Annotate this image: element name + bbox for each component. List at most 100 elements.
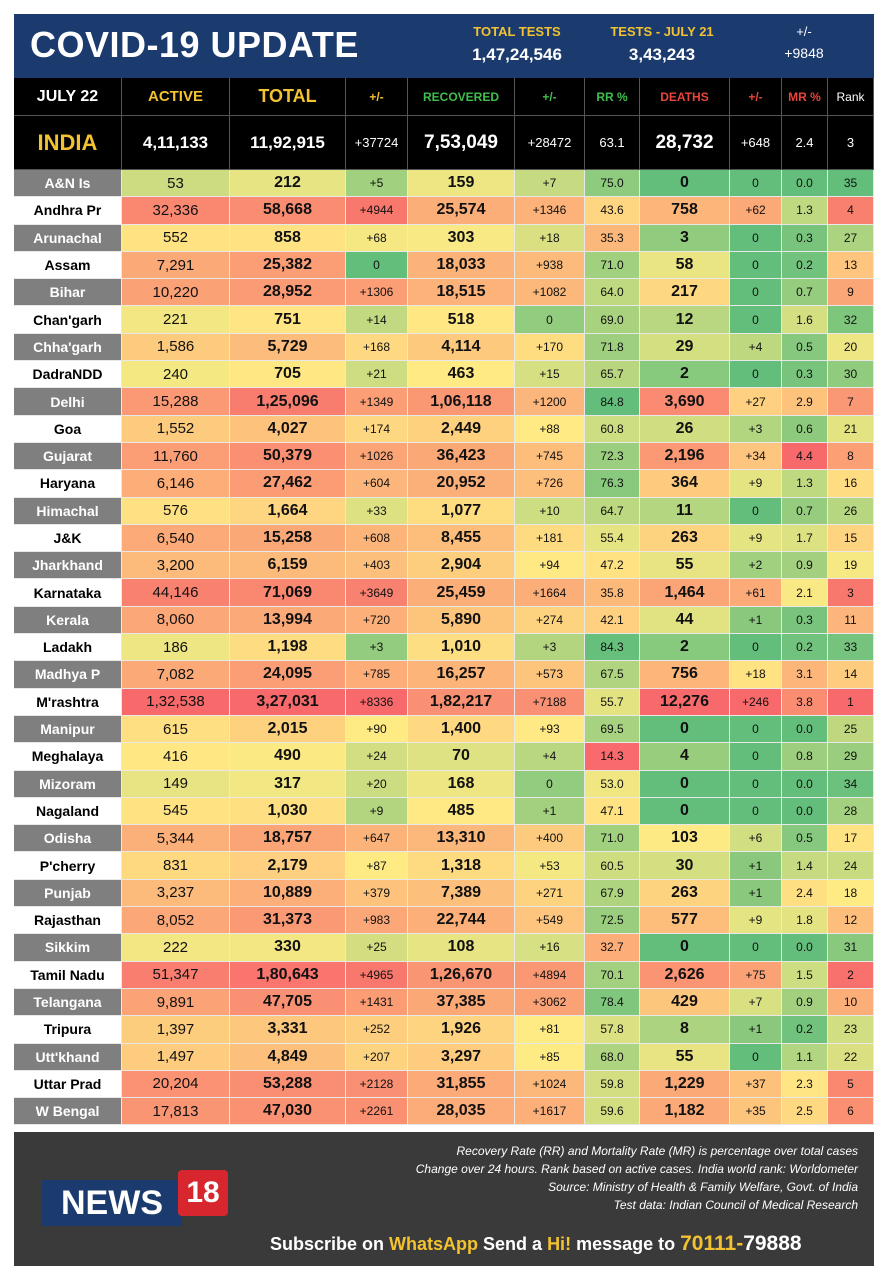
rr-cell: 55.4	[585, 524, 640, 553]
deaths-cell: 2	[640, 634, 730, 662]
state-name: Chan'garh	[14, 306, 122, 334]
rr-cell: 70.1	[585, 961, 640, 989]
deaths-change-cell: 0	[730, 634, 782, 662]
footer-note-3: Source: Ministry of Health & Family Welf…	[548, 1180, 858, 1194]
state-name: A&N Is	[14, 170, 122, 198]
tests-change-value: +9848	[784, 45, 824, 61]
deaths-cell: 55	[640, 1043, 730, 1071]
recovered-cell: 16,257	[408, 661, 515, 689]
recovered-change-cell: +181	[515, 524, 585, 553]
total-change-cell: +20	[346, 770, 408, 798]
rr-cell: 47.1	[585, 797, 640, 826]
deaths-cell: 1,229	[640, 1070, 730, 1099]
total-cell: 18,757	[230, 825, 346, 853]
total-cell: 58,668	[230, 197, 346, 225]
mr-cell: 2.5	[782, 1098, 828, 1126]
deaths-cell: 2,626	[640, 961, 730, 989]
total-tests-block: TOTAL TESTS 1,47,24,546	[432, 24, 602, 65]
total-change-cell: +403	[346, 552, 408, 580]
recovered-change-cell: +938	[515, 251, 585, 280]
active-cell: 3,237	[122, 879, 230, 908]
rank-cell: 33	[828, 634, 874, 662]
state-rows: A&N Is 53 212 +5 159 +7 75.0 0 0 0.0 35 Andhra Pr 32…	[14, 170, 874, 1126]
deaths-cell: 12,276	[640, 688, 730, 716]
deaths-cell: 55	[640, 552, 730, 580]
header-rr: RR %	[585, 78, 640, 116]
table-row: Tripura 1,397 3,331 +252 1,926 +81 57.8 8 +1 0.2 2…	[14, 1016, 874, 1044]
recovered-cell: 1,077	[408, 497, 515, 525]
mr-cell: 4.4	[782, 442, 828, 471]
header-rr-text: RR %	[596, 89, 628, 104]
state-name: Assam	[14, 251, 122, 280]
mr-cell: 1.5	[782, 961, 828, 989]
mr-cell: 0.7	[782, 497, 828, 525]
recovered-cell: 485	[408, 797, 515, 826]
active-cell: 53	[122, 170, 230, 198]
recovered-change-cell: +1024	[515, 1070, 585, 1099]
header-recovered-text: RECOVERED	[422, 89, 499, 104]
mr-cell: 0.0	[782, 770, 828, 798]
total-change-cell: +1349	[346, 388, 408, 416]
total-cell: 1,198	[230, 634, 346, 662]
recovered-change-cell: +16	[515, 934, 585, 962]
recovered-change-cell: +745	[515, 442, 585, 471]
total-change-cell: +3649	[346, 579, 408, 607]
state-name: Tamil Nadu	[14, 961, 122, 989]
total-change-cell: +9	[346, 797, 408, 826]
rr-cell: 84.8	[585, 388, 640, 416]
mr-cell: 1.6	[782, 306, 828, 334]
recovered-change-cell: +10	[515, 497, 585, 525]
recovered-change-cell: +4894	[515, 961, 585, 989]
rank-cell: 13	[828, 251, 874, 280]
recovered-cell: 1,926	[408, 1016, 515, 1044]
total-cell: 15,258	[230, 524, 346, 553]
rr-cell: 60.8	[585, 415, 640, 443]
total-cell: 490	[230, 743, 346, 771]
deaths-change-cell: +34	[730, 442, 782, 471]
deaths-change-cell: +9	[730, 907, 782, 935]
recovered-change-cell: +726	[515, 470, 585, 498]
total-tests-value: 1,47,24,546	[472, 45, 562, 64]
recovered-change-cell: +81	[515, 1016, 585, 1044]
header-total-change: +/-	[346, 78, 408, 116]
state-name: Chha'garh	[14, 333, 122, 362]
state-name: M'rashtra	[14, 688, 122, 716]
state-name: Mizoram	[14, 770, 122, 798]
deaths-cell: 0	[640, 797, 730, 826]
total-cell: 71,069	[230, 579, 346, 607]
rr-cell: 57.8	[585, 1016, 640, 1044]
active-cell: 552	[122, 224, 230, 252]
active-cell: 7,082	[122, 661, 230, 689]
mr-cell: 1.7	[782, 524, 828, 553]
state-name: Punjab	[14, 879, 122, 908]
recovered-cell: 108	[408, 934, 515, 962]
total-change-cell: +2128	[346, 1070, 408, 1099]
recovered-change-cell: +93	[515, 715, 585, 744]
rank-cell: 26	[828, 497, 874, 525]
rank-cell: 35	[828, 170, 874, 198]
deaths-change-cell: +4	[730, 333, 782, 362]
rank-cell: 11	[828, 606, 874, 635]
recovered-change-cell: +15	[515, 361, 585, 389]
total-change-cell: +90	[346, 715, 408, 744]
table-row: Odisha 5,344 18,757 +647 13,310 +400 71.0 103 +6…	[14, 825, 874, 853]
table-row: Punjab 3,237 10,889 +379 7,389 +271 67.9 263 +1 2…	[14, 879, 874, 908]
mr-cell: 3.1	[782, 661, 828, 689]
state-name: W Bengal	[14, 1098, 122, 1126]
table-row: Arunachal 552 858 +68 303 +18 35.3 3 0 0.3 27	[14, 224, 874, 252]
recovered-cell: 4,114	[408, 333, 515, 362]
india-total-change: +37724	[346, 116, 408, 170]
header-rank: Rank	[828, 78, 874, 116]
tests-day-block: TESTS - JULY 21 3,43,243	[588, 24, 736, 65]
total-tests-label: TOTAL TESTS	[473, 24, 561, 39]
total-change-cell: +87	[346, 852, 408, 880]
total-cell: 330	[230, 934, 346, 962]
deaths-cell: 217	[640, 279, 730, 307]
active-cell: 10,220	[122, 279, 230, 307]
recovered-cell: 8,455	[408, 524, 515, 553]
deaths-cell: 577	[640, 907, 730, 935]
recovered-cell: 18,515	[408, 279, 515, 307]
mr-cell: 0.0	[782, 934, 828, 962]
table-row: Goa 1,552 4,027 +174 2,449 +88 60.8 26 +3 0.6 21	[14, 415, 874, 443]
recovered-change-cell: +400	[515, 825, 585, 853]
